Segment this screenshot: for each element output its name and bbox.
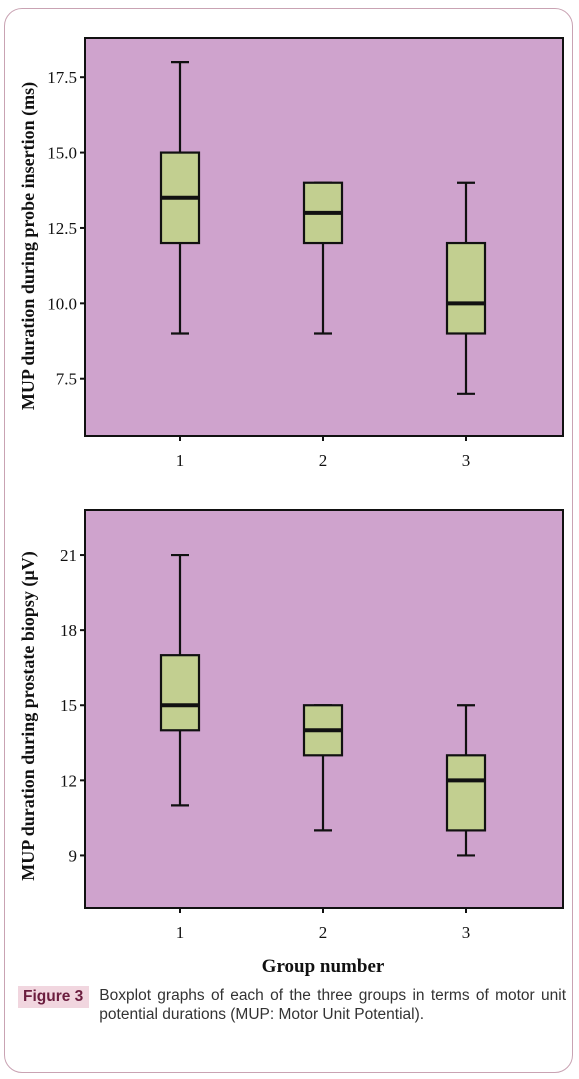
y-tick-label: 9 — [69, 846, 78, 865]
figure-caption: Figure 3 Boxplot graphs of each of the t… — [18, 986, 566, 1024]
y-tick-label: 10.0 — [47, 294, 77, 313]
box-group-2 — [302, 181, 344, 335]
y-tick-label: 15.0 — [47, 144, 77, 163]
boxplot-chart-probe-insertion: MUP duration during probe insertion (ms)… — [18, 37, 564, 470]
y-axis-label: MUP duration during probe insertion (ms) — [18, 82, 39, 410]
x-tick-label: 1 — [176, 451, 185, 470]
box-group-1 — [159, 553, 201, 807]
box-group-3 — [445, 704, 487, 857]
boxplot-chart-prostate-biopsy: MUP duration during prostate biopsy (µV)… — [18, 509, 564, 977]
x-axis-label: Group number — [262, 956, 385, 977]
y-tick-label: 12 — [60, 771, 77, 790]
y-tick-label: 21 — [60, 546, 77, 565]
figure-label: Figure 3 — [18, 986, 90, 1008]
y-tick-label: 12.5 — [47, 219, 77, 238]
caption-text: Boxplot graphs of each of the three grou… — [99, 987, 566, 1023]
boxplot-figure: MUP duration during probe insertion (ms)… — [18, 37, 564, 977]
y-axis-label: MUP duration during prostate biopsy (µV) — [18, 551, 39, 881]
box-group-1 — [159, 61, 201, 335]
box-group-3 — [445, 181, 487, 395]
x-tick-label: 2 — [319, 451, 328, 470]
iqr-box — [445, 754, 487, 832]
y-tick-label: 15 — [60, 696, 77, 715]
y-tick-label: 18 — [60, 621, 77, 640]
y-tick-label: 17.5 — [47, 68, 77, 87]
y-tick-label: 7.5 — [56, 370, 77, 389]
x-tick-label: 3 — [462, 923, 471, 942]
x-tick-label: 1 — [176, 923, 185, 942]
iqr-box — [445, 241, 487, 335]
box-group-2 — [302, 704, 344, 832]
x-tick-label: 3 — [462, 451, 471, 470]
iqr-box — [159, 654, 201, 732]
x-tick-label: 2 — [319, 923, 328, 942]
